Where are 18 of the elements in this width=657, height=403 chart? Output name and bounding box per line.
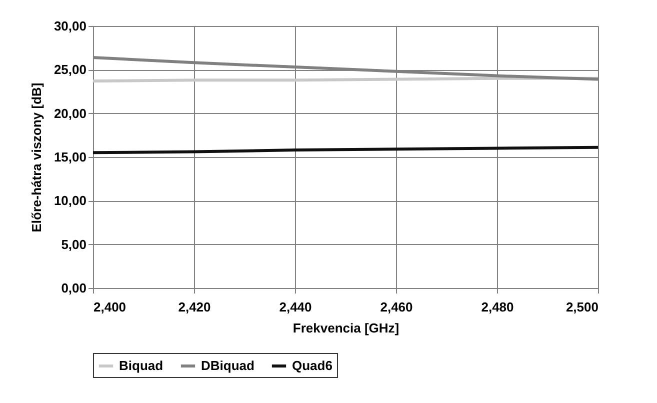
- legend-label: Biquad: [119, 358, 164, 373]
- x-tick-label: 2,500: [566, 300, 598, 314]
- y-tick-label: 20,00: [54, 106, 86, 121]
- y-tick-label: 10,00: [54, 193, 86, 208]
- y-tick-label: 30,00: [54, 18, 86, 34]
- y-tick-label: 5,00: [61, 236, 86, 252]
- x-tick-label: 2,420: [178, 300, 211, 314]
- x-tick-label: 2,460: [380, 300, 413, 314]
- x-tick-label: 2,480: [481, 300, 514, 314]
- legend-label: Quad6: [292, 358, 332, 373]
- legend-label: DBiquad: [201, 358, 254, 373]
- y-tick-label: 25,00: [54, 62, 86, 78]
- x-tick-label: 2,440: [279, 300, 312, 314]
- x-tick-label: 2,400: [94, 300, 126, 314]
- y-axis-title: Előre-hátra viszony [dB]: [28, 82, 44, 232]
- x-axis-title: Frekvencia [GHz]: [292, 320, 400, 336]
- y-tick-label: 15,00: [54, 150, 86, 164]
- y-tick-label: 0,00: [61, 280, 86, 296]
